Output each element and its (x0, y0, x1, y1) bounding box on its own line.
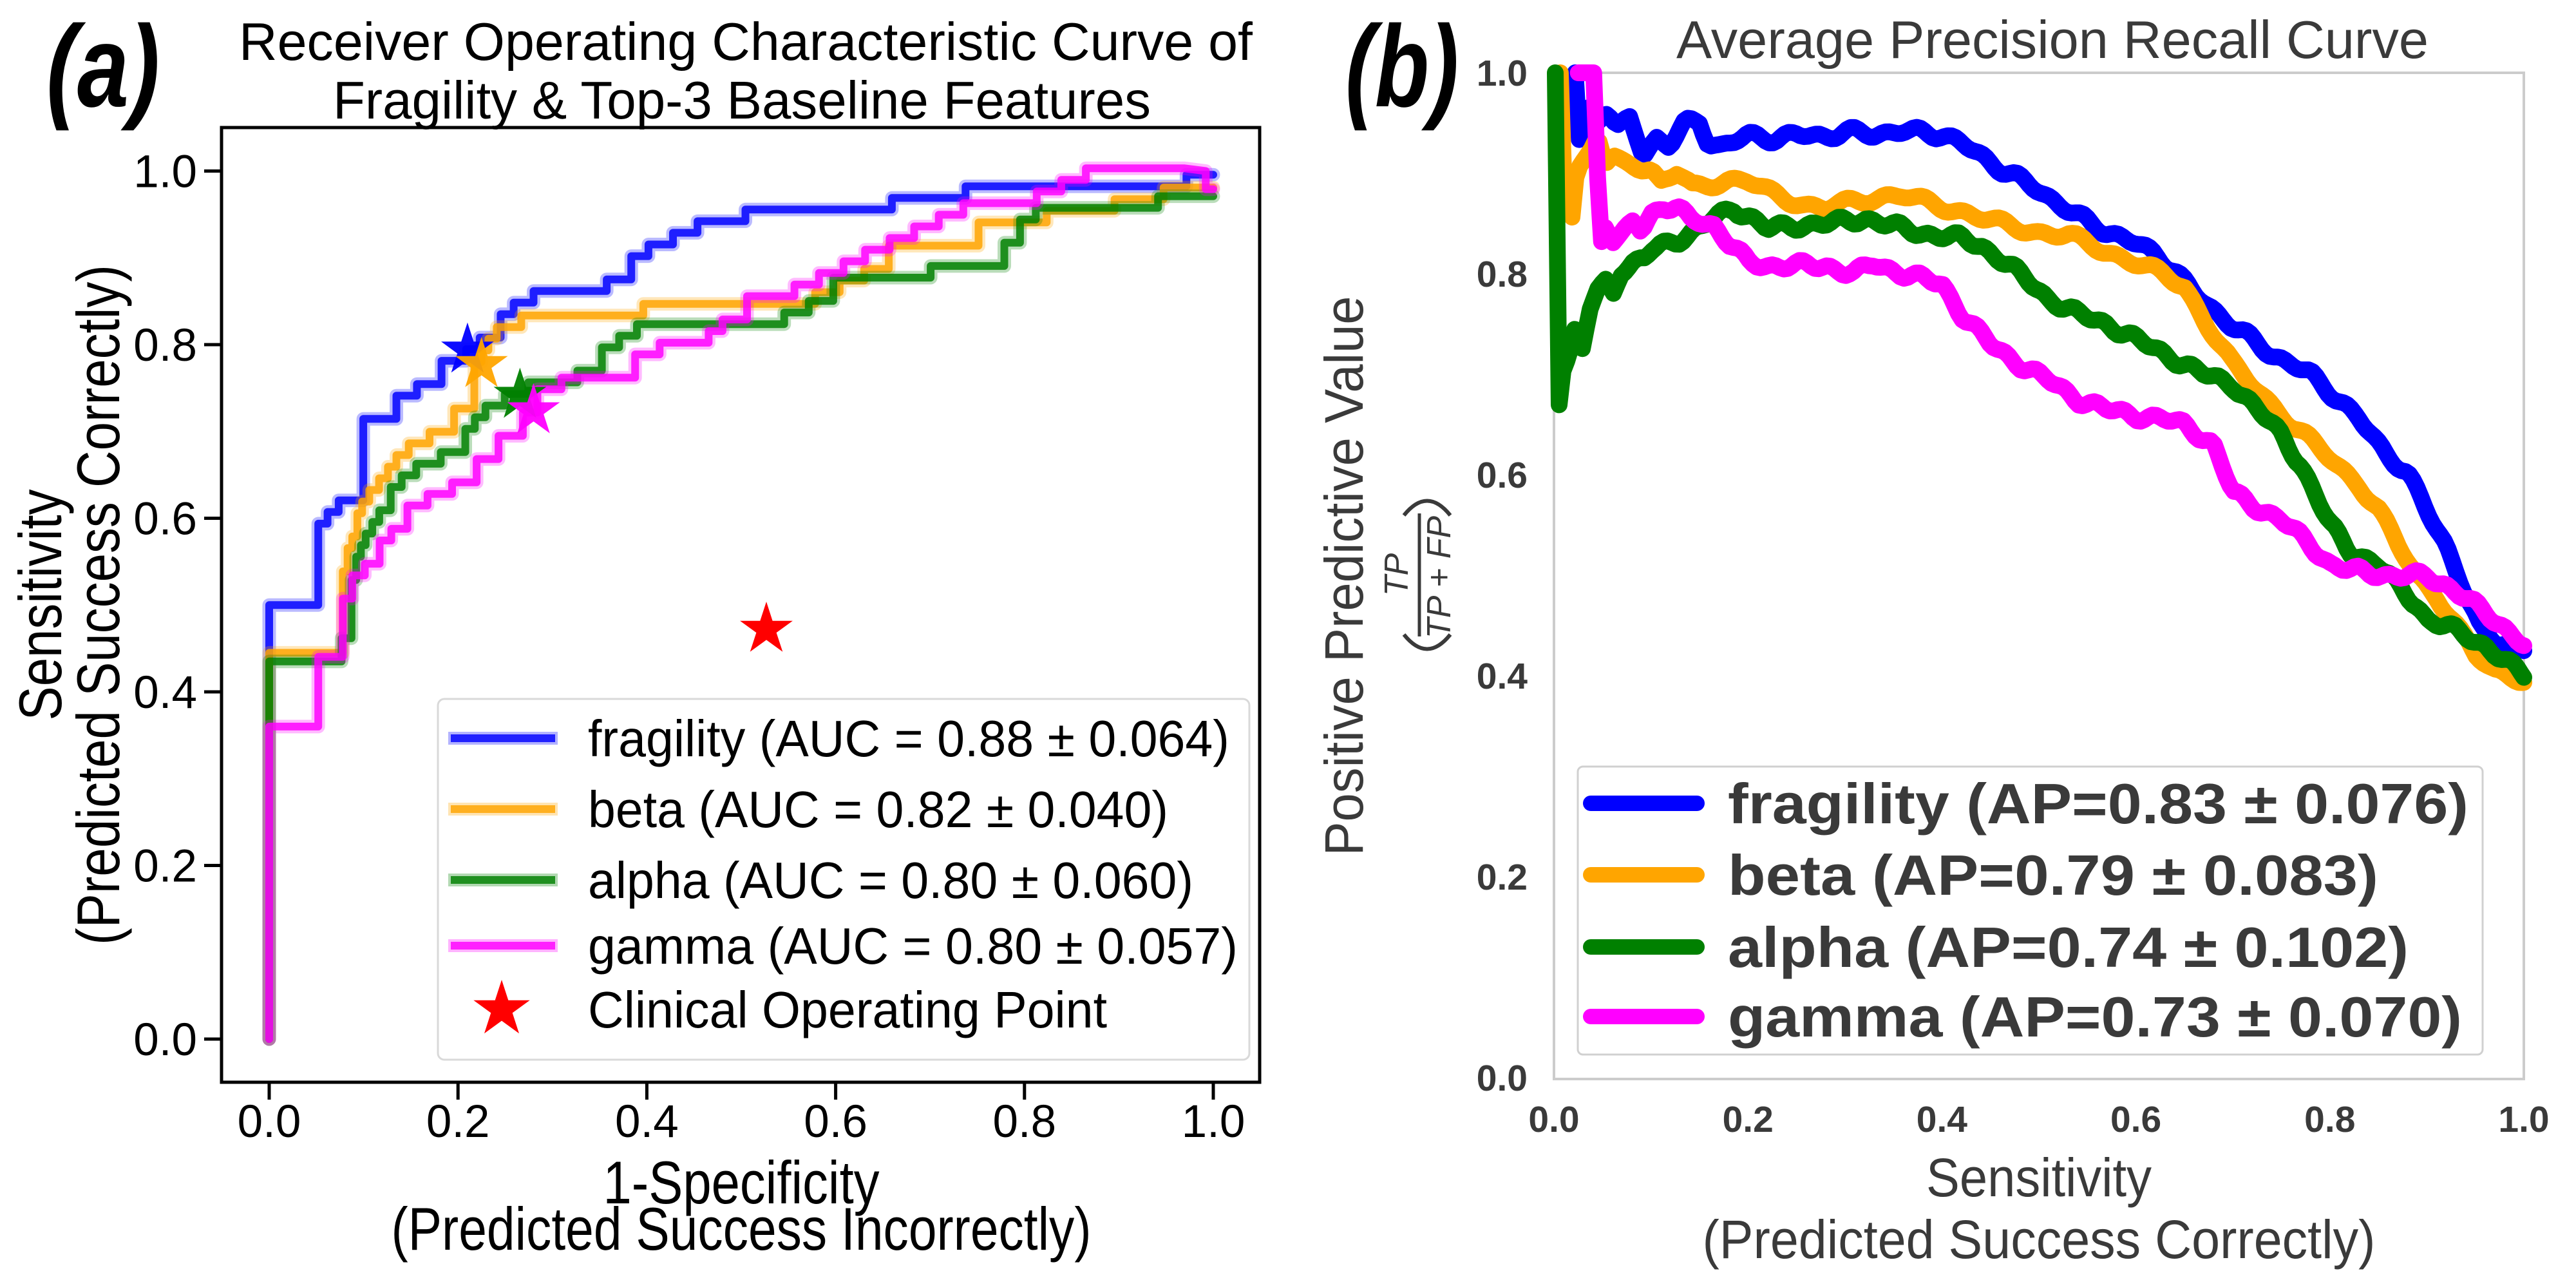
svg-text:0.6: 0.6 (2110, 1099, 2161, 1140)
svg-text:Positive Predictive Value: Positive Predictive Value (1314, 296, 1374, 856)
svg-text:Sensitivity: Sensitivity (1926, 1147, 2152, 1208)
svg-text:gamma (AP=0.73 ± 0.070): gamma (AP=0.73 ± 0.070) (1728, 985, 2462, 1049)
svg-text:(b): (b) (1345, 2, 1459, 131)
svg-text:0.4: 0.4 (615, 1096, 679, 1147)
svg-text:Fragility & Top-3 Baseline Fea: Fragility & Top-3 Baseline Features (333, 70, 1151, 130)
svg-text:(Predicted Success Correctly): (Predicted Success Correctly) (1703, 1209, 2376, 1270)
svg-text:Average Precision Recall Curve: Average Precision Recall Curve (1676, 10, 2429, 70)
svg-text:0.8: 0.8 (133, 320, 197, 371)
svg-text:0.8: 0.8 (1477, 254, 1528, 295)
svg-text:TP: TP (1378, 553, 1416, 596)
svg-text:0.6: 0.6 (133, 494, 197, 545)
svg-text:0.6: 0.6 (1477, 455, 1528, 496)
svg-text:0.4: 0.4 (1477, 656, 1528, 697)
svg-text:Receiver Operating Characteris: Receiver Operating Characteristic Curve … (239, 12, 1253, 72)
svg-text:1-Specificity: 1-Specificity (603, 1149, 880, 1216)
svg-text:gamma (AUC = 0.80 ± 0.057): gamma (AUC = 0.80 ± 0.057) (588, 917, 1238, 975)
svg-text:0.8: 0.8 (992, 1096, 1056, 1147)
svg-text:(a): (a) (46, 2, 160, 131)
svg-text:0.8: 0.8 (2304, 1099, 2355, 1140)
svg-text:beta (AUC = 0.82 ± 0.040): beta (AUC = 0.82 ± 0.040) (588, 781, 1168, 838)
svg-text:fragility (AUC = 0.88 ± 0.064): fragility (AUC = 0.88 ± 0.064) (588, 710, 1229, 767)
svg-text:0.2: 0.2 (1723, 1099, 1774, 1140)
svg-text:0.0: 0.0 (238, 1096, 301, 1147)
svg-text:(Predicted Success Incorrectly: (Predicted Success Incorrectly) (392, 1195, 1092, 1263)
svg-text:1.0: 1.0 (1182, 1096, 1245, 1147)
svg-text:1.0: 1.0 (2498, 1099, 2549, 1140)
svg-text:Sensitivity: Sensitivity (6, 490, 74, 721)
svg-text:0.0: 0.0 (133, 1015, 197, 1065)
svg-text:Clinical Operating Point: Clinical Operating Point (588, 981, 1107, 1038)
svg-text:0.0: 0.0 (1477, 1058, 1528, 1099)
svg-text:TP + FP: TP + FP (1421, 516, 1458, 639)
svg-text:alpha (AUC = 0.80 ± 0.060): alpha (AUC = 0.80 ± 0.060) (588, 852, 1193, 909)
svg-text:0.4: 0.4 (1917, 1099, 1968, 1140)
svg-text:0.2: 0.2 (133, 841, 197, 892)
svg-text:0.2: 0.2 (1477, 857, 1528, 898)
svg-text:(Predicted Success Correctly): (Predicted Success Correctly) (64, 265, 132, 945)
svg-text:0.4: 0.4 (133, 667, 197, 718)
svg-text:beta (AP=0.79 ± 0.083): beta (AP=0.79 ± 0.083) (1728, 843, 2378, 907)
svg-text:0.6: 0.6 (804, 1096, 867, 1147)
svg-text:alpha (AP=0.74 ± 0.102): alpha (AP=0.74 ± 0.102) (1728, 915, 2409, 979)
svg-text:0.0: 0.0 (1528, 1099, 1579, 1140)
svg-text:1.0: 1.0 (133, 147, 197, 198)
svg-text:fragility (AP=0.83 ± 0.076): fragility (AP=0.83 ± 0.076) (1728, 772, 2468, 836)
svg-text:1.0: 1.0 (1477, 53, 1528, 94)
svg-text:0.2: 0.2 (426, 1096, 490, 1147)
